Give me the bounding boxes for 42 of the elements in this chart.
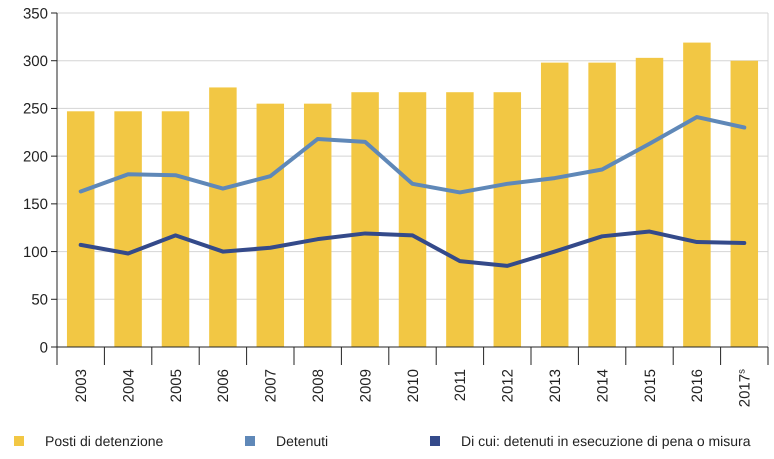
x-tick-label: 2015 [642,369,659,402]
line-series [78,115,746,194]
y-tick-label: 250 [22,100,48,118]
y-tick-label: 200 [22,148,48,166]
bar [683,42,711,347]
bar [398,92,426,347]
x-tick-label: 2010 [404,369,422,402]
x-tick-label: 2003 [72,369,90,402]
y-tick-label: 0 [40,339,48,356]
x-tick-label: 2008 [310,369,327,402]
line-series [78,230,746,268]
legend-label: Posti di detenzione [45,433,164,449]
x-tick-label: 2016 [689,369,706,402]
x-tick-label: 2011 [452,369,470,402]
bar [446,92,474,347]
bar [730,60,758,347]
bar [66,111,94,347]
x-tick-label: 2012 [500,369,517,402]
bar [588,62,616,347]
x-tick-label: 2009 [357,369,374,402]
bar [209,87,237,347]
x-tick-label: 2006 [215,369,232,402]
y-tick-label: 150 [22,196,48,214]
bar [494,92,522,347]
x-tick-label: 2004 [120,369,138,402]
x-tick-label: 2013 [546,369,564,402]
bar [351,92,379,347]
y-tick-label: 100 [22,244,48,261]
x-tick-label: 2005 [168,369,185,402]
bar [636,58,664,347]
x-tick-label: 2014 [594,369,612,402]
bar [540,62,568,347]
y-tick-label: 350 [22,5,48,22]
y-tick-label: 300 [22,52,48,70]
bar [162,111,190,347]
bar [304,104,332,347]
legend-label: Detenuti [276,433,328,449]
legend-label: Di cui: detenuti in esecuzione di pena o misura [461,433,751,449]
bar [256,104,284,347]
y-tick-label: 50 [31,292,48,309]
x-tick-label: 2007 [262,369,280,402]
bar [114,111,142,347]
